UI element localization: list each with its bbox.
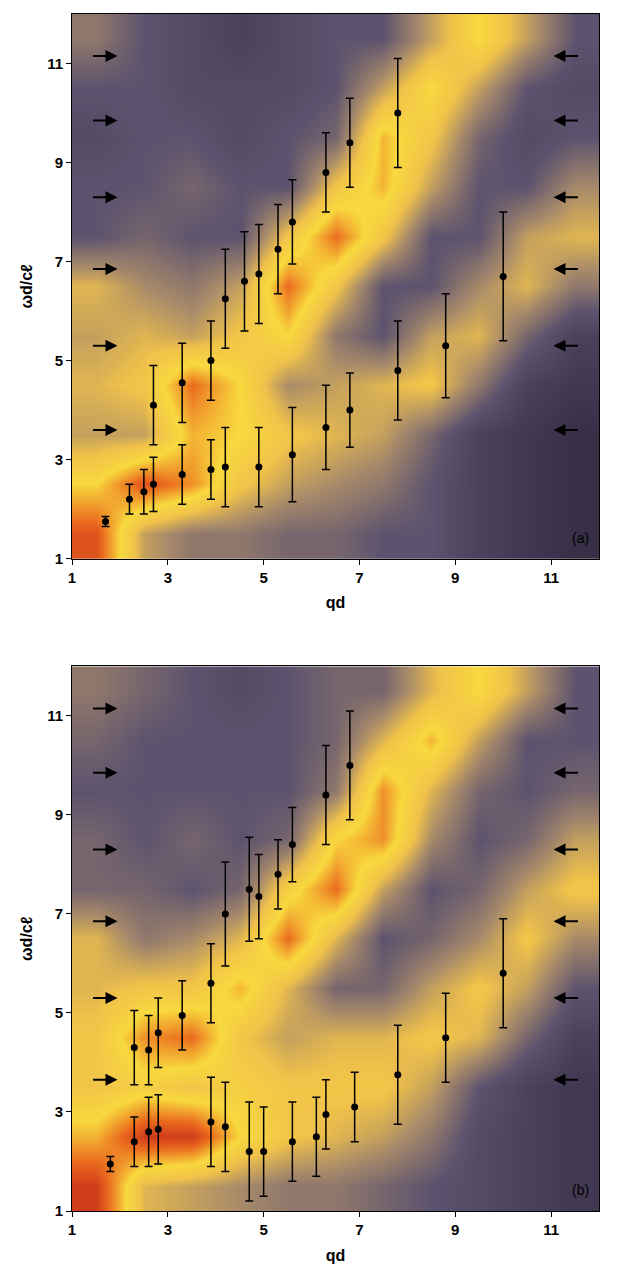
svg-text:11: 11 bbox=[47, 707, 63, 724]
svg-text:1: 1 bbox=[55, 1202, 63, 1219]
svg-text:7: 7 bbox=[355, 1221, 363, 1238]
svg-text:7: 7 bbox=[55, 905, 63, 922]
svg-text:(b): (b) bbox=[572, 1182, 589, 1198]
svg-text:1: 1 bbox=[55, 550, 63, 567]
svg-text:5: 5 bbox=[55, 1004, 63, 1021]
svg-text:1: 1 bbox=[68, 569, 76, 586]
svg-text:ωd/cℓ: ωd/cℓ bbox=[18, 916, 35, 961]
svg-text:7: 7 bbox=[355, 569, 363, 586]
svg-text:9: 9 bbox=[451, 569, 459, 586]
svg-text:7: 7 bbox=[55, 253, 63, 270]
svg-text:9: 9 bbox=[55, 806, 63, 823]
svg-text:5: 5 bbox=[259, 1221, 267, 1238]
svg-text:3: 3 bbox=[164, 569, 172, 586]
svg-text:3: 3 bbox=[55, 451, 63, 468]
svg-text:qd: qd bbox=[326, 594, 346, 611]
svg-text:9: 9 bbox=[55, 154, 63, 171]
svg-text:ωd/cℓ: ωd/cℓ bbox=[18, 264, 35, 309]
svg-text:11: 11 bbox=[543, 569, 559, 586]
svg-text:5: 5 bbox=[259, 569, 267, 586]
svg-text:(a): (a) bbox=[572, 530, 589, 546]
svg-text:3: 3 bbox=[55, 1103, 63, 1120]
svg-text:qd: qd bbox=[326, 1247, 346, 1264]
svg-text:9: 9 bbox=[451, 1221, 459, 1238]
svg-text:1: 1 bbox=[68, 1221, 76, 1238]
svg-text:5: 5 bbox=[55, 352, 63, 369]
svg-text:3: 3 bbox=[164, 1221, 172, 1238]
svg-text:11: 11 bbox=[543, 1221, 559, 1238]
svg-text:11: 11 bbox=[47, 55, 63, 72]
